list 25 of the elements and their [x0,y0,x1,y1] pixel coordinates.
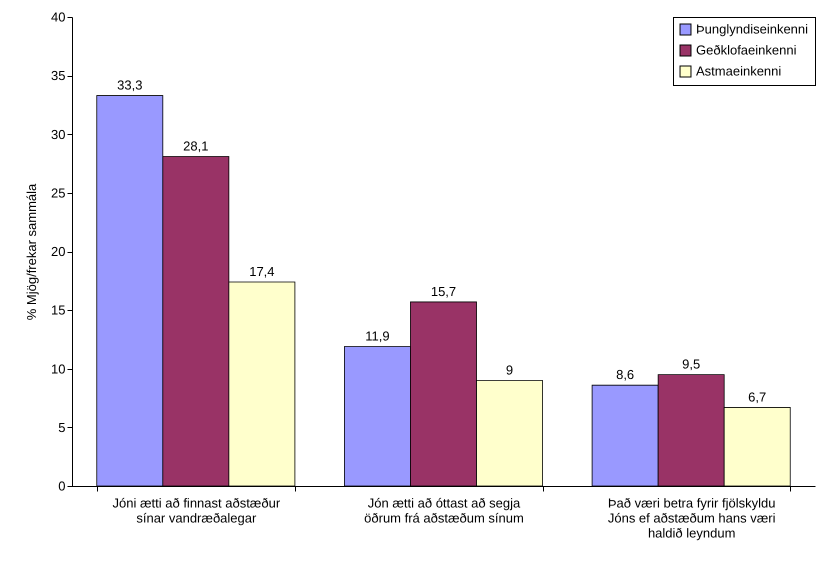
data-label: 28,1 [183,138,208,154]
legend-label: Astmaeinkenni [696,64,782,78]
data-label: 9 [506,362,514,378]
data-label: 17,4 [249,264,275,279]
data-label: 33,3 [117,78,142,93]
x-tick-label: Jón ætti að óttast að segja öðrum frá aðstæðum sínum [364,496,524,526]
data-label: 15,7 [430,284,456,299]
y-tick-label: 0 [58,478,66,494]
y-tick-label: 15 [51,302,66,318]
y-tick-label: 35 [51,68,66,84]
x-tick-label: Jóni ætti að finnast aðstæður sínar vandræðalegar [112,496,281,526]
legend-label: Geðklofaeinkenni [696,42,797,58]
data-label: 6,7 [748,389,766,404]
x-tick-label: Það væri betra fyrir fjölskyldu Jóns ef aðstæðum hans væri haldið leyndum [608,496,776,540]
y-tick-label: 20 [51,244,66,259]
y-tick-label: 40 [51,10,66,24]
y-axis-title: % Mjög/frekar sammála [24,182,40,320]
data-label: 9,5 [682,356,700,372]
y-tick-label: 30 [51,126,66,142]
y-tick-label: 5 [58,420,66,435]
y-tick-label: 10 [51,361,66,376]
data-label: 8,6 [616,367,634,382]
data-label: 11,9 [365,328,390,344]
y-tick-label: 25 [51,185,66,200]
legend-label: Þunglyndiseinkenni [696,22,808,36]
